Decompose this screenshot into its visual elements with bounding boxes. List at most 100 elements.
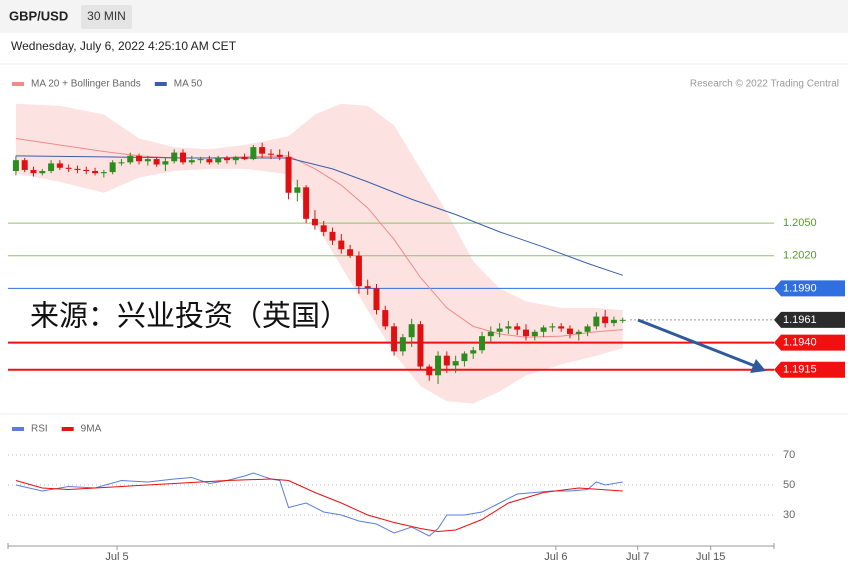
bollinger-band [15,103,623,404]
candle-body [522,329,529,337]
candle-body [584,326,591,332]
candle-body [443,355,450,366]
top-bar [0,0,848,33]
candle-body [162,161,169,165]
candle-body [435,355,442,376]
candle-body [267,153,274,155]
candle-body [136,155,143,162]
x-tick-label: Jul 6 [544,551,567,563]
candle-body [259,147,266,154]
level-label: 1.1940 [783,337,817,349]
candle-body [39,171,46,174]
candle-body [355,255,362,287]
x-tick-label: Jul 5 [105,551,128,563]
y-tick-label: 30 [783,509,795,521]
timeframe-box [81,5,132,29]
candle-body [426,366,433,376]
candle-body [56,163,63,168]
candle-body [540,327,547,332]
candle-body [320,225,327,232]
datetime: Wednesday, July 6, 2022 4:25:10 AM CET [11,39,237,53]
candle-body [329,231,336,241]
indicator-line [15,478,623,533]
candle-body [593,316,600,327]
candle-body [241,156,248,160]
candle-body [223,158,230,161]
candle-body [505,326,512,329]
candle-body [479,336,486,351]
level-tag [774,361,845,378]
candle-body [566,328,573,334]
candle-body [197,159,204,161]
candle-body [514,326,521,330]
symbol: GBP/USD [9,8,68,23]
candle-body [452,361,459,366]
candle-body [470,350,477,354]
level-label: 1.2050 [783,217,817,229]
candle-body [619,319,626,321]
level-tag [774,280,845,297]
candle-body [347,249,354,256]
candle-body [206,159,213,163]
candle-body [496,328,503,332]
legend-label: MA 50 [174,79,203,90]
candle-body [109,162,116,173]
candle-body [48,163,55,172]
candle-body [294,187,301,193]
credit: Research © 2022 Trading Central [690,79,839,90]
level-tag [774,334,845,351]
candle-body [30,169,37,174]
candle-body [391,326,398,352]
candle-body [408,324,415,338]
candle-body [74,168,81,170]
candle-body [531,331,538,337]
level-label: 1.2020 [783,250,817,262]
candle-body [144,159,151,162]
legend-swatch [154,82,167,86]
candle-body [382,310,389,327]
candle-body [180,152,187,163]
candle-body [487,331,494,337]
timeframe: 30 MIN [87,9,126,23]
legend-swatch [12,82,24,86]
forecast-arrow [637,318,766,373]
candle-body [373,288,380,311]
candle-body [461,353,468,362]
candle-body [364,286,371,289]
watermark: 来源：兴业投资（英国） [30,300,349,333]
candle-body [65,167,72,169]
candle-body [127,155,134,163]
y-tick-label: 50 [783,479,795,491]
candle-body [276,154,283,157]
indicator-line [15,472,623,537]
x-tick-label: Jul 15 [696,551,725,563]
candle-body [92,171,99,174]
candle-body [188,160,195,163]
ma-line [15,137,623,338]
candle-body [285,156,292,193]
candle-body [303,187,310,219]
level-label: 1.1961 [783,314,817,326]
y-tick-label: 70 [783,449,795,461]
level-label: 1.1915 [783,364,817,376]
legend-swatch [12,427,24,431]
legend-label: MA 20 + Bollinger Bands [31,79,141,90]
candle-body [232,156,239,161]
legend-swatch [61,427,74,431]
candle-body [100,172,107,174]
candle-body [118,162,125,164]
candle-body [610,319,617,324]
candle-body [83,169,90,172]
candle-body [250,147,257,160]
candle-body [558,326,565,329]
legend-label: 9MA [81,424,102,435]
candle-body [575,331,582,334]
price-panel: MA 20 + Bollinger Bands MA 50 1.2050 1.2020… [8,79,845,404]
candle-body [602,316,609,324]
candle-body [153,159,160,165]
candle-body [399,337,406,352]
candle-body [549,326,556,328]
candle-body [311,218,318,226]
